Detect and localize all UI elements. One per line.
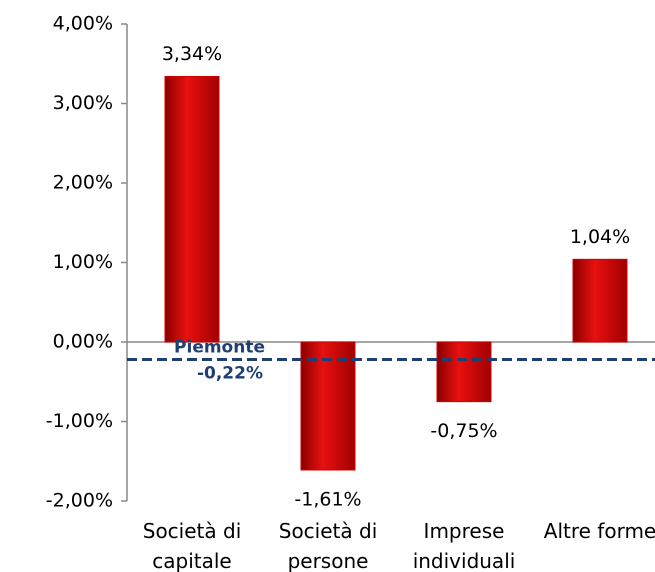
y-tick-label: -1,00% [46, 410, 113, 432]
x-tick-label: Società di persone [278, 519, 378, 572]
bar [164, 75, 220, 343]
x-tick-label: Società di capitale [142, 519, 242, 572]
y-tick-label: 3,00% [53, 92, 113, 114]
reference-name: Piemonte [174, 337, 265, 357]
y-tick-label: 1,00% [53, 251, 113, 273]
y-tick-label: 0,00% [53, 331, 113, 353]
data-label: -0,75% [430, 420, 497, 442]
bar [436, 341, 492, 403]
x-tick-label: Imprese individuali [412, 519, 516, 572]
data-label: 1,04% [570, 226, 630, 248]
y-tick-label: 4,00% [53, 13, 113, 35]
data-label: 3,34% [162, 43, 222, 65]
reference-label: -0,22% [197, 363, 263, 383]
x-tick-label: Altre forme [543, 519, 655, 543]
y-tick-label: 2,00% [53, 172, 113, 194]
bar [300, 341, 356, 471]
bar [572, 258, 628, 343]
data-label: -1,61% [294, 488, 361, 510]
y-tick-label: -2,00% [46, 490, 113, 512]
